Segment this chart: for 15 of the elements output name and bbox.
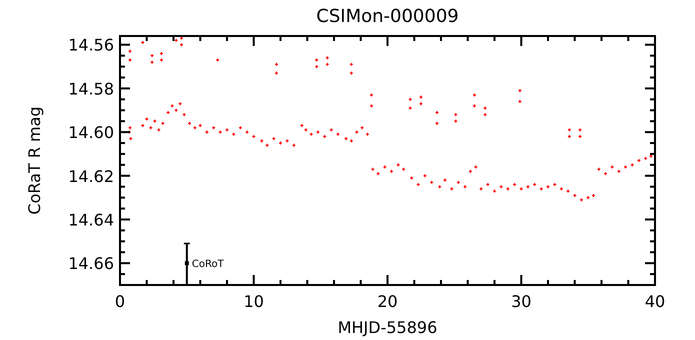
y-axis-title: CoRaT R mag	[25, 106, 44, 215]
x-tick-label: 40	[644, 292, 666, 311]
y-tick-label: 14.56	[68, 36, 114, 55]
x-axis-title: MHJD-55896	[338, 318, 438, 337]
x-tick-label: 10	[244, 292, 264, 311]
y-tick-label: 14.62	[68, 166, 114, 186]
x-tick-label: 0	[114, 292, 126, 311]
y-tick-label: 14.60	[68, 123, 114, 142]
x-tick-label: 20	[377, 292, 398, 311]
x-tick-label: 30	[511, 292, 532, 311]
y-tick-label: 14.58	[68, 79, 114, 98]
y-tick-label: 14.64	[68, 210, 114, 230]
annotation: CoRoT	[192, 259, 225, 270]
chart-title: CSIMon-000009	[316, 6, 459, 27]
y-tick-label: 14.66	[68, 254, 114, 274]
